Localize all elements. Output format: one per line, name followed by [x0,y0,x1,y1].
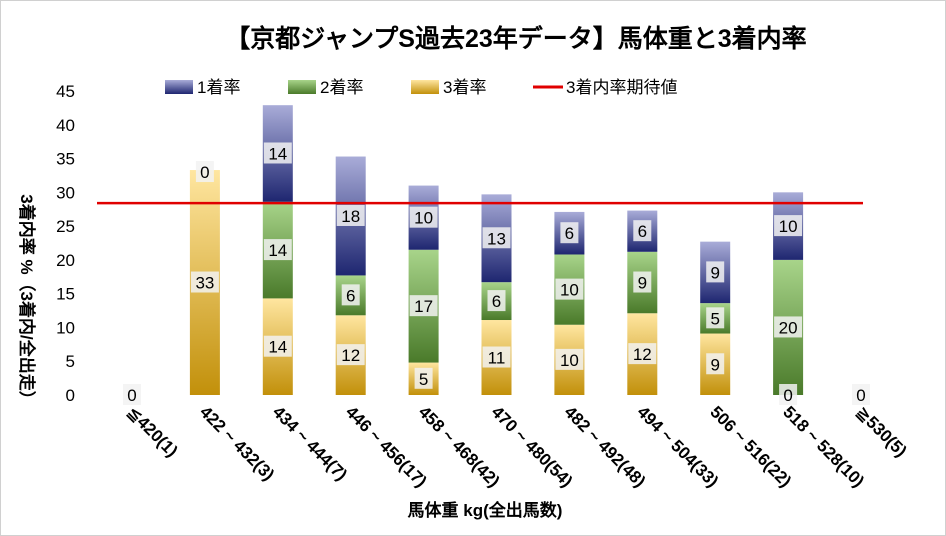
data-label: 10 [779,217,798,236]
legend: 1着率 2着率 3着率 3着内率期待値 [165,78,677,97]
data-label-bg [706,353,725,375]
data-label: 0 [783,386,792,405]
data-label-bg [779,384,798,405]
data-label: 18 [341,207,360,226]
data-label-bg [774,316,803,338]
data-label-bg [628,343,657,365]
data-label-bg [774,215,803,237]
y-tick-label: 35 [56,150,75,169]
data-label-bg [341,284,360,306]
y-tick-label: 25 [56,217,75,236]
y-tick-label: 45 [56,82,75,101]
legend-label-2nd: 2着率 [320,78,363,97]
data-label-bg [555,348,584,370]
data-label-bg [852,384,870,405]
y-tick-label: 40 [56,116,75,135]
data-label: 6 [638,222,647,241]
y-tick-label: 0 [66,386,75,405]
data-label: 0 [856,386,865,405]
legend-label-3rd: 3着率 [443,78,486,97]
data-label-bg [487,290,506,312]
y-tick-label: 15 [56,285,75,304]
data-label: 33 [195,274,214,293]
data-label-bg [555,278,584,300]
y-tick-label: 30 [56,183,75,202]
data-label-bg [409,206,438,228]
data-label: 9 [710,355,719,374]
x-tick-label: ≦420(1) [123,402,181,460]
legend-label-expected: 3着内率期待値 [566,78,677,97]
data-label-bg [190,271,219,293]
data-label-bg [263,142,292,164]
data-label: 14 [268,338,287,357]
data-label-bg [123,384,141,405]
data-label: 6 [492,292,501,311]
data-label: 5 [419,370,428,389]
data-label-bg [263,239,292,261]
data-label-bg [482,346,511,368]
data-label-bg [706,307,725,329]
legend-swatch-2nd [288,80,316,94]
data-label: 6 [565,224,574,243]
data-label: 9 [638,274,647,293]
legend-label-1st: 1着率 [197,78,240,97]
x-tick-label: ≧530(5) [852,402,910,460]
data-label: 9 [710,263,719,282]
data-label: 10 [414,209,433,228]
data-label-bg [414,367,433,389]
data-label-bg [409,295,438,317]
data-label: 0 [127,386,136,405]
data-label-bg [560,222,579,244]
data-label-bg [706,261,725,283]
data-label-bg [633,271,652,293]
data-label: 20 [779,318,798,337]
data-label: 10 [560,281,579,300]
y-tick-label: 10 [56,318,75,337]
legend-swatch-3rd [411,80,439,94]
data-label-bg [482,227,511,249]
data-label: 12 [341,346,360,365]
data-label-bg [336,344,365,366]
data-label: 17 [414,297,433,316]
data-label: 10 [560,351,579,370]
data-label: 14 [268,144,287,163]
data-label: 5 [710,309,719,328]
chart-title: 【京都ジャンプS過去23年データ】馬体重と3着内率 [225,24,806,53]
y-tick-label: 5 [66,352,75,371]
data-label-bg [263,335,292,357]
data-label-bg [633,220,652,242]
x-axis-title: 馬体重 kg(全出馬数) [408,500,563,520]
x-tick-label: 422 ~ 432(3) [196,402,278,484]
data-label-bg [336,204,365,226]
data-label: 6 [346,286,355,305]
data-label: 13 [487,229,506,248]
data-label: 14 [268,241,287,260]
x-tick-label: 434 ~ 444(7) [269,402,351,484]
legend-swatch-1st [165,80,193,94]
y-axis-title: 3着内率 %（3着内/全出走） [17,194,37,407]
y-tick-label: 20 [56,251,75,270]
data-label-bg [195,161,214,183]
data-label: 12 [633,345,652,364]
data-label: 0 [200,163,209,182]
data-label: 11 [488,349,506,368]
